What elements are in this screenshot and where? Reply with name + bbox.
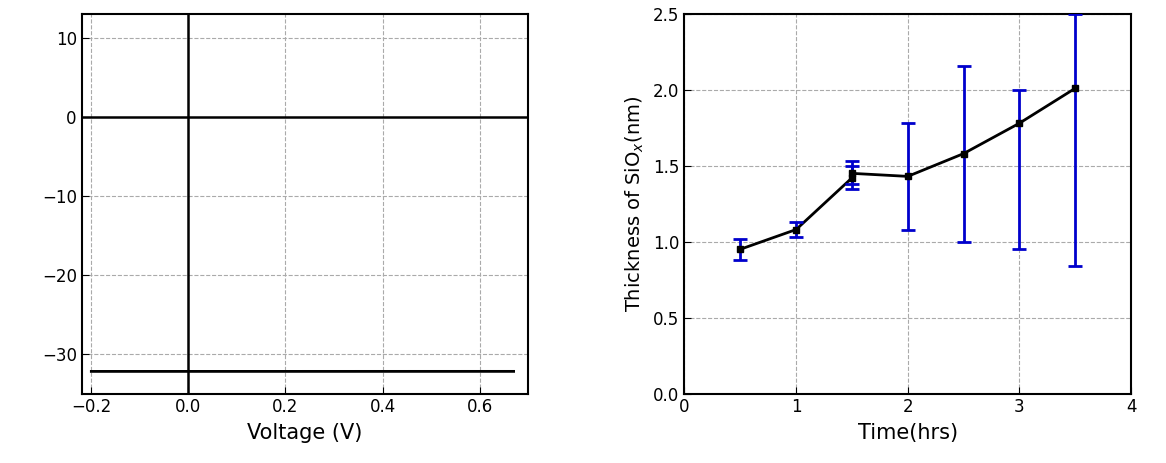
X-axis label: Voltage (V): Voltage (V)	[247, 423, 363, 444]
X-axis label: Time(hrs): Time(hrs)	[858, 423, 957, 444]
Y-axis label: Thickness of SiO$_x$(nm): Thickness of SiO$_x$(nm)	[624, 95, 646, 312]
